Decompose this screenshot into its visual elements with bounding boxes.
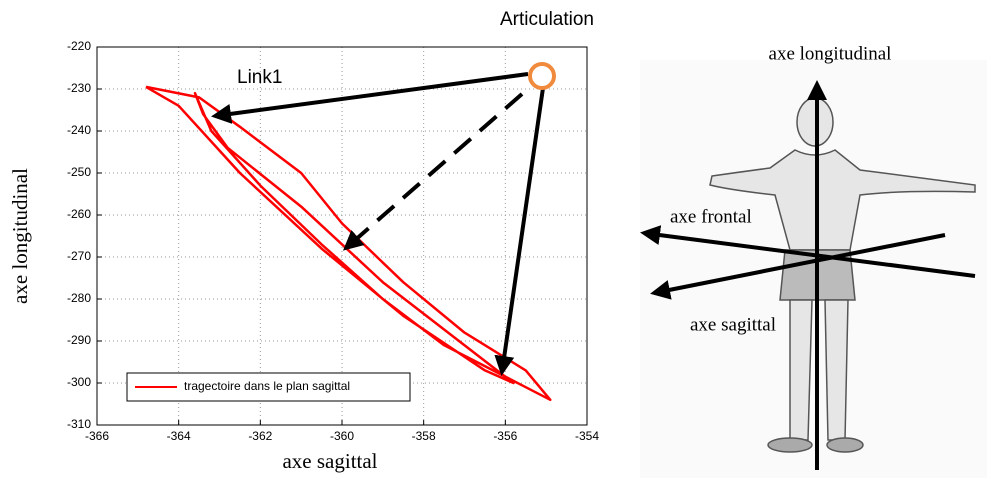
y-tick-label: -220 — [67, 39, 91, 53]
y-tick-label: -270 — [67, 249, 91, 263]
y-axis-label: axe longitudinal — [8, 168, 32, 304]
arrows — [211, 62, 556, 376]
y-tick-label: -280 — [67, 291, 91, 305]
y-tick-label: -290 — [67, 333, 91, 347]
diagram-label: axe sagittal — [690, 314, 776, 335]
x-tick-label: -356 — [493, 429, 517, 443]
annotation: Link1 — [237, 67, 282, 88]
link-arrow — [342, 92, 524, 251]
diagram-label: axe longitudinal — [769, 43, 892, 64]
joint-circle — [528, 62, 556, 90]
axis-arrow — [640, 225, 976, 278]
x-axis-label: axe sagittal — [282, 449, 377, 473]
plot-frame — [96, 46, 588, 426]
x-tick-label: -364 — [167, 429, 191, 443]
chart-title: Articulation — [500, 9, 594, 30]
data-line — [145, 85, 552, 402]
axis-arrow — [650, 233, 946, 300]
x-tick-label: -358 — [412, 429, 436, 443]
y-tick-label: -260 — [67, 207, 91, 221]
y-tick-label: -300 — [67, 375, 91, 389]
plot-area: -366 -364 -362 -360 -358 -356 -354 -310 -300 -290… — [67, 39, 599, 443]
link-arrow — [211, 72, 529, 124]
x-tick-label: -360 — [330, 429, 354, 443]
legend-label: tragectoire dans le plan sagittal — [184, 379, 350, 393]
body-axes — [640, 80, 976, 470]
x-tick-label: -354 — [575, 429, 599, 443]
x-tick-label: -366 — [85, 429, 109, 443]
y-tick-label: -230 — [67, 81, 91, 95]
y-tick-label: -250 — [67, 165, 91, 179]
diagram-label: axe frontal — [670, 206, 752, 227]
x-tick-label: -362 — [248, 429, 272, 443]
y-tick-label: -240 — [67, 123, 91, 137]
y-tick-label: -310 — [67, 417, 91, 431]
link-arrow — [494, 87, 545, 376]
